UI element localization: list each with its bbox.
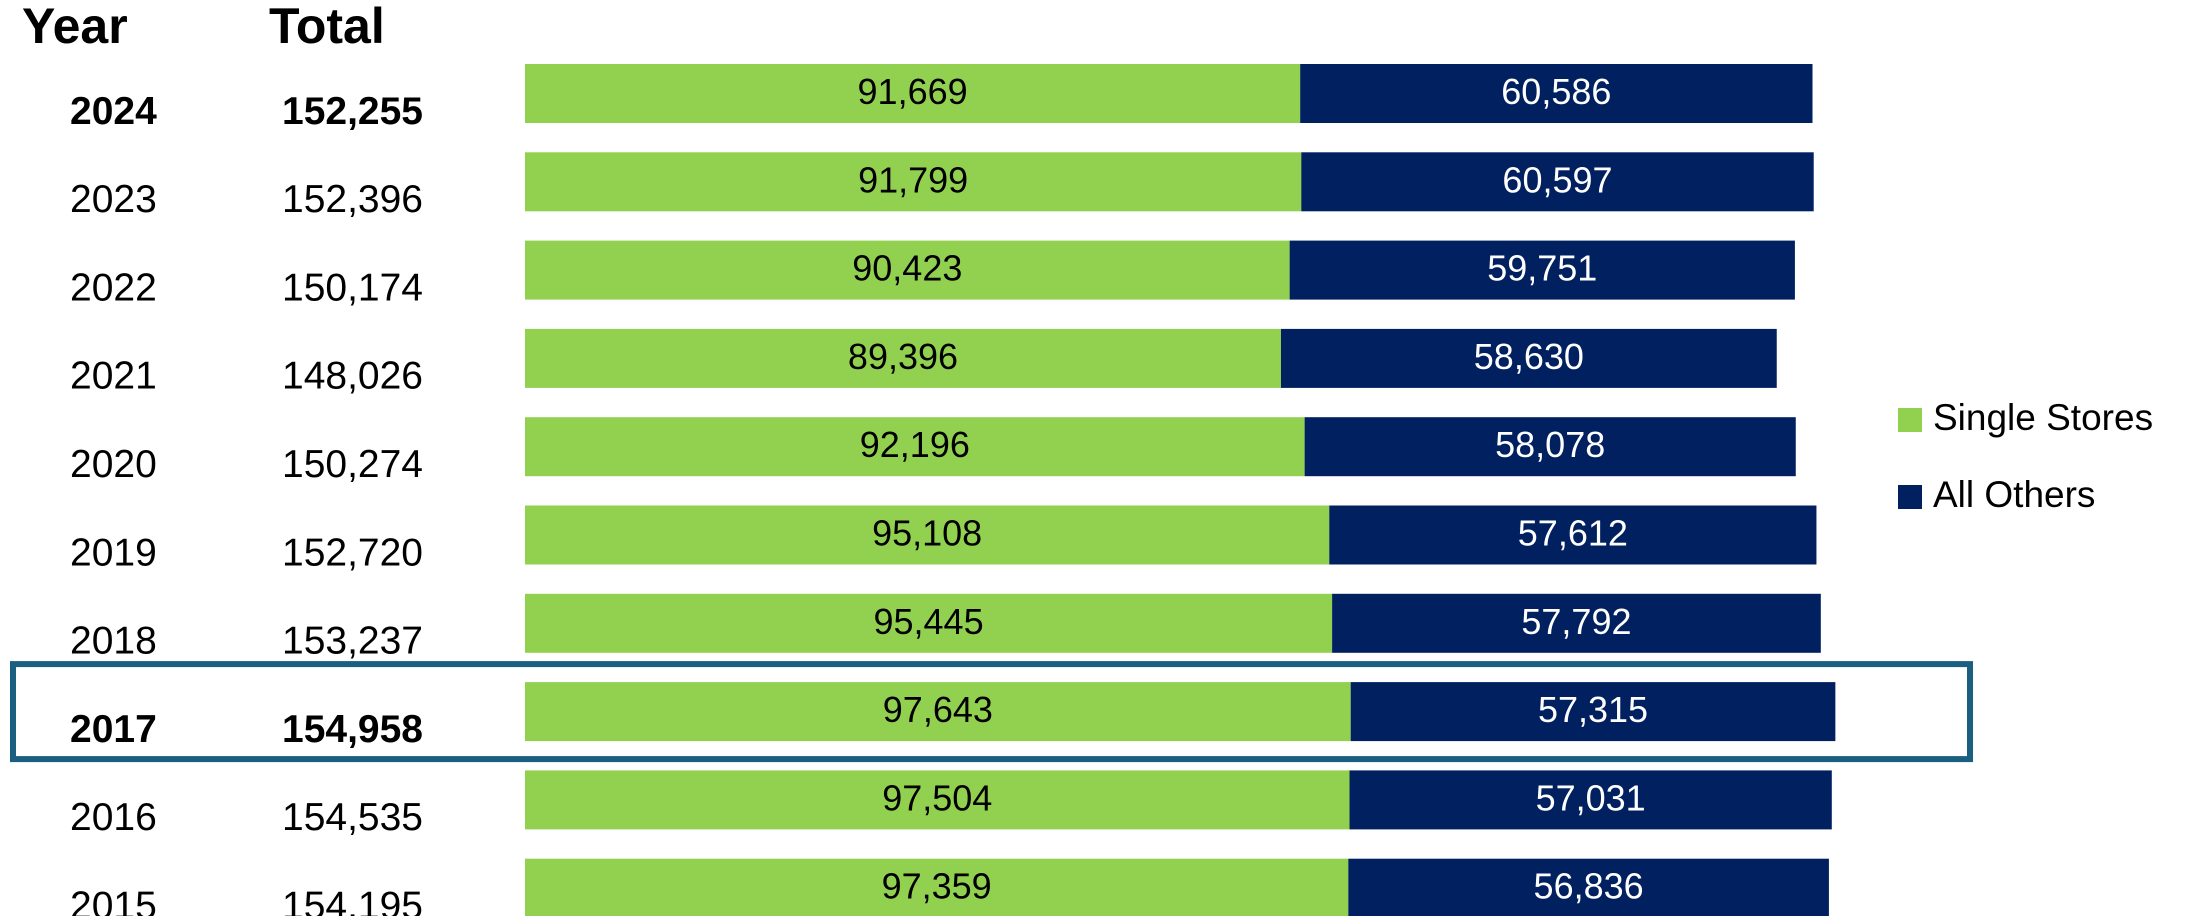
- total-label: 152,396: [282, 178, 423, 221]
- legend-label: All Others: [1933, 474, 2095, 515]
- legend-swatch: [1898, 485, 1922, 509]
- bar-segment: [1289, 240, 1795, 300]
- value-label: 57,612: [1518, 513, 1628, 554]
- value-label: 59,751: [1487, 248, 1597, 289]
- year-label: 2021: [70, 355, 157, 398]
- bar-segment: [525, 417, 1305, 477]
- bar-segment: [1304, 417, 1796, 477]
- year-label: 2015: [70, 884, 157, 916]
- value-label: 92,196: [860, 424, 970, 465]
- legend-label: Single Stores: [1933, 397, 2153, 438]
- bar-segment: [1280, 328, 1777, 388]
- year-label: 2020: [70, 443, 157, 486]
- value-label: 91,669: [858, 71, 968, 112]
- value-label: 89,396: [848, 336, 958, 377]
- bar-segment: [1300, 64, 1813, 123]
- year-label: 2022: [70, 266, 157, 309]
- bar-segment: [525, 64, 1301, 123]
- year-label: 2017: [70, 708, 157, 751]
- total-label: 150,274: [282, 443, 423, 486]
- bar-segment: [525, 240, 1290, 300]
- total-label: 154,535: [282, 796, 423, 839]
- year-header: Year: [22, 0, 128, 54]
- legend-swatch: [1898, 408, 1922, 432]
- bar-segment: [1348, 858, 1829, 916]
- highlight-box: [10, 661, 1973, 763]
- value-label: 58,630: [1474, 336, 1584, 377]
- year-label: 2023: [70, 178, 157, 221]
- value-label: 97,504: [882, 777, 992, 818]
- value-label: 60,586: [1501, 71, 1611, 112]
- bar-segment: [525, 328, 1281, 388]
- bar-segment: [1332, 593, 1821, 653]
- value-label: 90,423: [852, 248, 962, 289]
- bar-segment: [525, 505, 1330, 565]
- value-label: 56,836: [1534, 866, 1644, 907]
- year-label: 2016: [70, 796, 157, 839]
- bar-segment: [525, 593, 1333, 653]
- total-header: Total: [269, 0, 385, 54]
- bar-segment: [525, 152, 1302, 212]
- bar-segment: [1301, 152, 1814, 212]
- value-label: 57,031: [1536, 777, 1646, 818]
- year-label: 2024: [70, 90, 157, 133]
- year-label: 2018: [70, 620, 157, 663]
- value-label: 97,359: [882, 866, 992, 907]
- value-label: 95,108: [872, 513, 982, 554]
- year-label: 2019: [70, 531, 157, 574]
- total-label: 152,720: [282, 531, 423, 574]
- value-label: 57,315: [1538, 689, 1648, 730]
- value-label: 57,792: [1521, 601, 1631, 642]
- bar-segment: [1329, 505, 1817, 565]
- value-label: 97,643: [883, 689, 993, 730]
- value-label: 91,799: [858, 159, 968, 200]
- bar-segment: [525, 770, 1350, 830]
- value-label: 60,597: [1502, 159, 1612, 200]
- total-label: 152,255: [282, 90, 423, 133]
- total-label: 154,958: [282, 708, 423, 751]
- bar-segment: [525, 858, 1349, 916]
- value-label: 58,078: [1495, 424, 1605, 465]
- value-label: 95,445: [873, 601, 983, 642]
- total-label: 154,195: [282, 884, 423, 916]
- total-label: 150,174: [282, 266, 423, 309]
- bar-segment: [1349, 770, 1832, 830]
- bar-segment: [1350, 682, 1836, 742]
- total-label: 148,026: [282, 355, 423, 398]
- total-label: 153,237: [282, 620, 423, 663]
- bar-segment: [525, 682, 1351, 742]
